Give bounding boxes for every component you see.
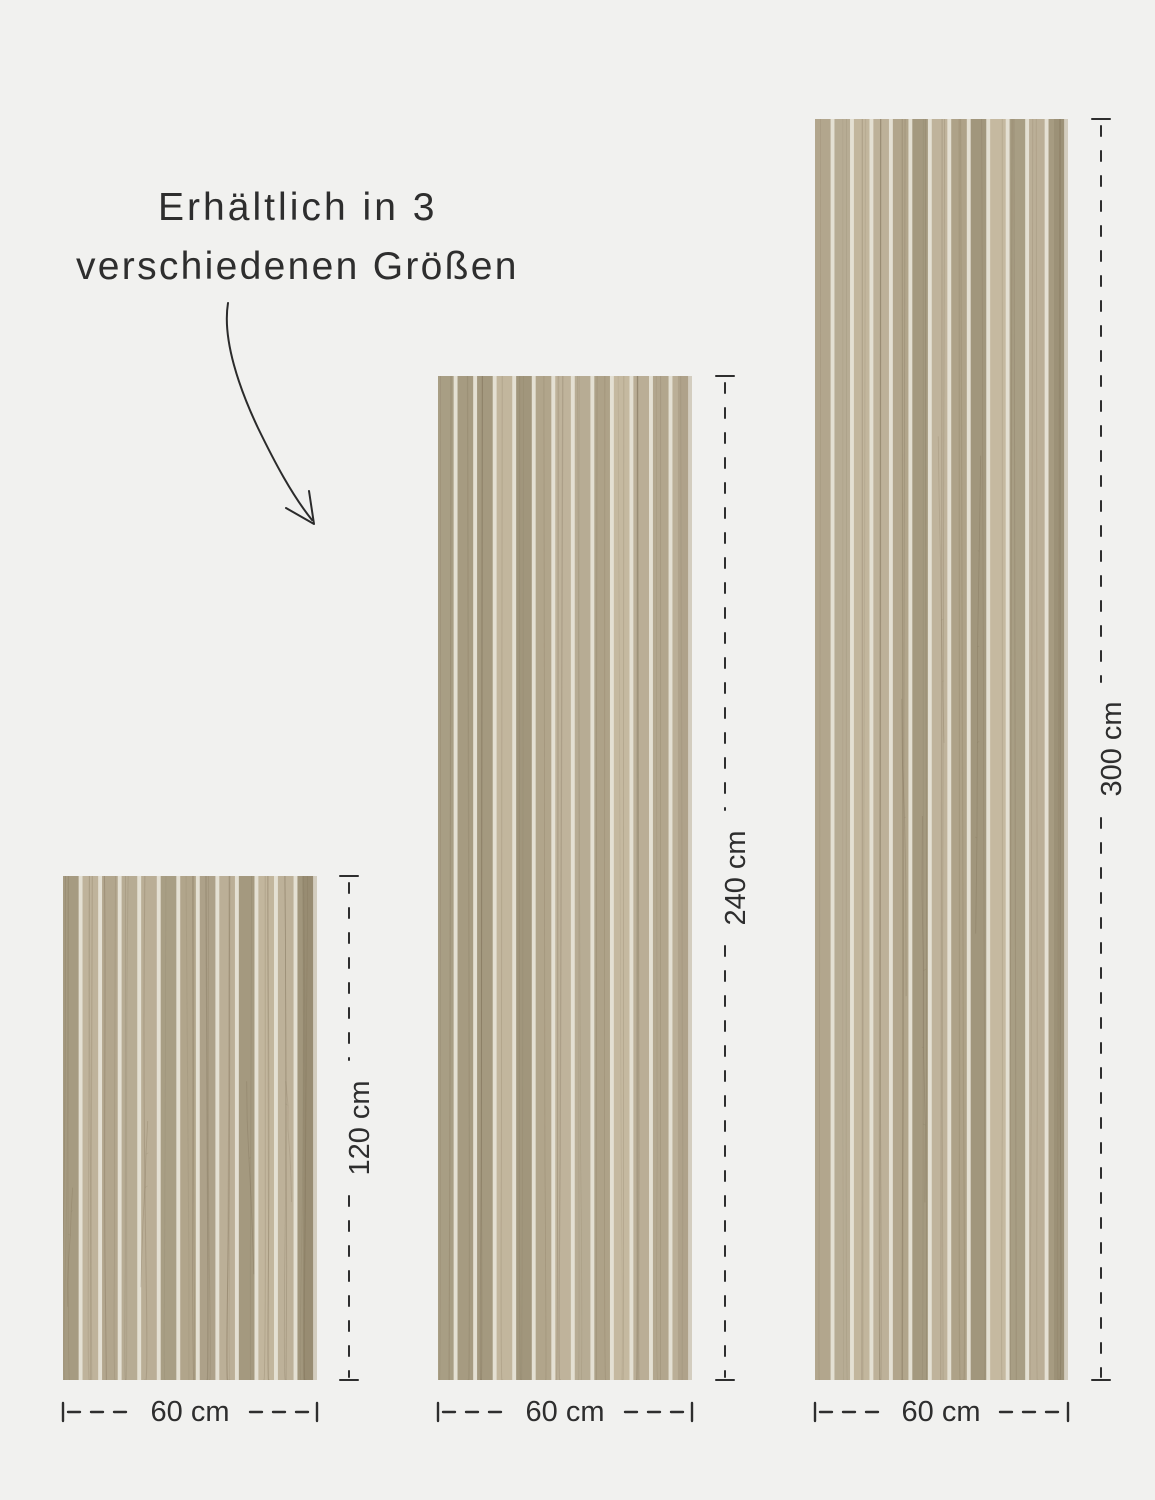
svg-text:verschiedenen Größen: verschiedenen Größen: [76, 245, 517, 288]
svg-text:60 cm: 60 cm: [526, 1396, 605, 1428]
svg-text:60 cm: 60 cm: [902, 1396, 981, 1428]
svg-text:60 cm: 60 cm: [151, 1396, 230, 1428]
svg-text:Erhältlich in 3: Erhältlich in 3: [158, 186, 435, 229]
svg-text:240 cm: 240 cm: [720, 830, 752, 925]
svg-text:120 cm: 120 cm: [344, 1080, 376, 1175]
svg-text:300 cm: 300 cm: [1096, 701, 1128, 796]
